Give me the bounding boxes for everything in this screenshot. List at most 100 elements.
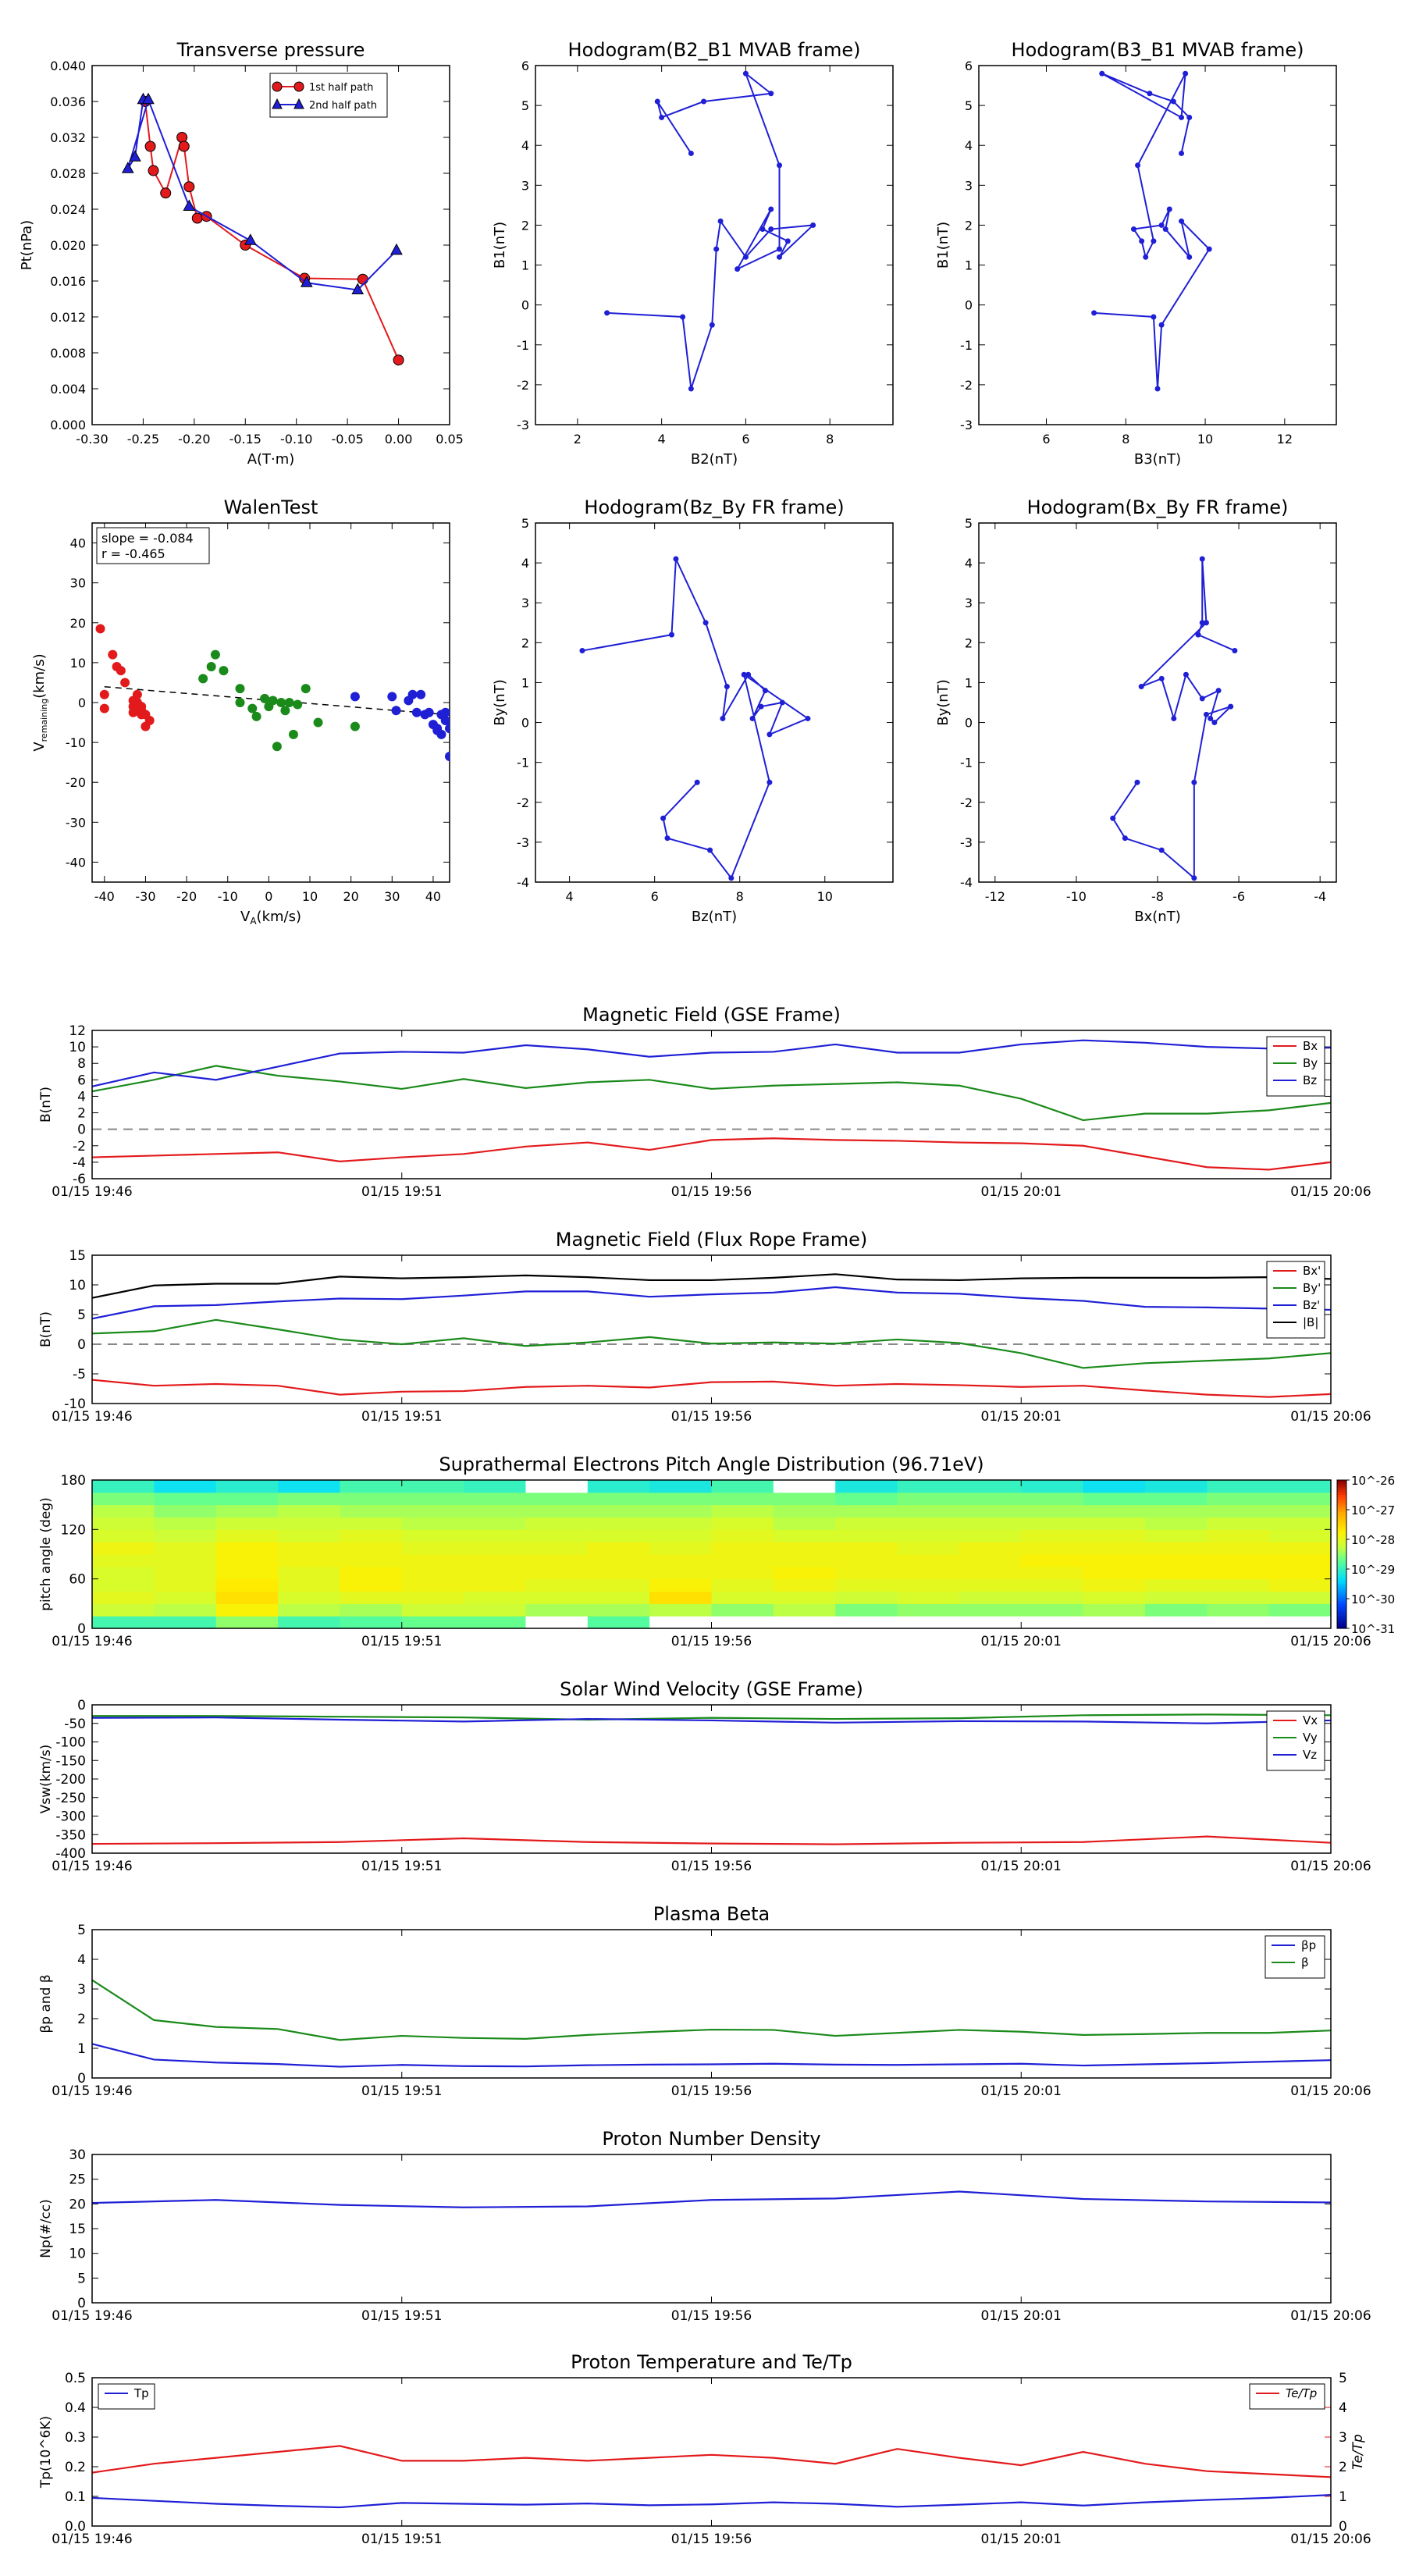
data-point — [759, 226, 766, 233]
heatmap-cell — [92, 1554, 155, 1567]
heatmap-cell — [773, 1578, 836, 1592]
y-tick-label: -1 — [517, 756, 529, 770]
plot-frame — [91, 1704, 1332, 1854]
heatmap-cell — [587, 1578, 650, 1592]
y-tick-label: 60 — [69, 1572, 86, 1588]
y-tick-label: 10 — [69, 1278, 86, 1293]
heatmap-cell — [1021, 1480, 1084, 1493]
heatmap-cell — [1207, 1517, 1270, 1530]
data-point — [424, 707, 434, 717]
x-tick-label: -6 — [1232, 889, 1245, 904]
y-tick-label: 2 — [965, 218, 973, 233]
legend-marker — [272, 81, 283, 92]
legend-label: Bx' — [1303, 1264, 1321, 1278]
y-tick-label: 10 — [70, 656, 86, 671]
colorbar-segment — [1337, 1566, 1346, 1570]
heatmap-cell — [773, 1566, 836, 1580]
data-point — [1138, 684, 1144, 690]
data-point — [762, 688, 768, 694]
heatmap-cell — [835, 1578, 898, 1592]
data-point — [758, 703, 764, 710]
x-tick-label: -0.10 — [280, 432, 312, 447]
heatmap-cell — [959, 1591, 1022, 1604]
data-point — [1158, 675, 1165, 681]
heatmap-cell — [587, 1616, 650, 1629]
data-point — [1110, 815, 1116, 821]
chart-transverse-pressure: Transverse pressure -0.30 -0.25 -0.20 -0.15 -… — [19, 39, 464, 468]
chart-proton-number-density: Proton Number Density 01/15 19:46 01/15 19… — [38, 2128, 1371, 2324]
data-point — [1162, 226, 1168, 233]
data-point — [1228, 703, 1234, 710]
data-point — [742, 70, 749, 76]
y-tick-label: 2 — [77, 1106, 86, 1122]
y-tick-label: 1 — [521, 258, 529, 273]
heatmap-cell — [1021, 1566, 1084, 1580]
y-tick-label: 0.024 — [50, 202, 86, 217]
heatmap-cell — [711, 1542, 774, 1555]
series-line-Bx — [91, 1137, 1332, 1171]
y-tick-label: 5 — [521, 516, 529, 531]
heatmap-cell — [835, 1504, 898, 1517]
heatmap-cell — [1268, 1529, 1332, 1542]
heatmap-cell — [587, 1517, 650, 1530]
colorbar-segment — [1337, 1625, 1346, 1629]
plot-frame — [91, 1254, 1332, 1404]
heatmap-cell — [835, 1616, 898, 1629]
time-tick-label: 01/15 19:51 — [361, 2308, 442, 2324]
y-tick-label: 0 — [965, 298, 973, 313]
data-point — [668, 632, 674, 638]
heatmap-cell — [154, 1517, 217, 1530]
data-point — [1154, 386, 1161, 392]
heatmap-cell — [464, 1504, 526, 1517]
time-tick-label: 01/15 19:56 — [671, 2308, 752, 2324]
heatmap-cell — [340, 1591, 403, 1604]
series-line-Te/Tp — [91, 2445, 1332, 2478]
hodogram-path — [1094, 73, 1211, 390]
heatmap-cell — [464, 1554, 526, 1567]
y-tick-label: -4 — [960, 875, 973, 890]
data-point — [810, 222, 816, 228]
y-tick-label: -5 — [73, 1367, 86, 1382]
colorbar-segment — [1337, 1532, 1346, 1535]
heatmap-cell — [587, 1591, 650, 1604]
x-tick-label: 8 — [1122, 432, 1129, 447]
data-point — [206, 662, 216, 671]
heatmap-cell — [525, 1566, 589, 1580]
heatmap-cell — [1268, 1554, 1332, 1567]
y-tick-label: 1 — [77, 2041, 86, 2057]
heatmap-cell — [525, 1529, 589, 1542]
heatmap-cell — [1207, 1566, 1270, 1580]
heatmap-cell — [92, 1566, 155, 1580]
data-point — [659, 114, 665, 120]
data-point — [219, 666, 229, 676]
heatmap-cell — [835, 1517, 898, 1530]
heatmap-cell — [1144, 1492, 1208, 1506]
data-point — [654, 98, 660, 105]
colorbar-segment — [1337, 1536, 1346, 1540]
heatmap-cell — [401, 1492, 464, 1506]
heatmap-cell — [92, 1529, 155, 1542]
y-axis-label: Pt(nPa) — [19, 220, 35, 270]
data-point — [724, 684, 730, 690]
y-tick-label: -250 — [55, 1791, 86, 1806]
colorbar-tick-label: 10^-27 — [1351, 1503, 1395, 1517]
y-tick-label: -1 — [960, 756, 973, 770]
heatmap-cell — [649, 1616, 712, 1629]
heatmap-cell — [1268, 1591, 1332, 1604]
heatmap-cell — [1144, 1542, 1208, 1555]
heatmap-cell — [401, 1480, 464, 1493]
heatmap-cell — [1144, 1529, 1208, 1542]
y-tick-label: 1 — [521, 675, 529, 690]
x-tick-label: -40 — [94, 889, 115, 904]
heatmap-cell — [401, 1542, 464, 1555]
y-tick-label: 2 — [965, 635, 973, 650]
heatmap-cell — [1083, 1492, 1146, 1506]
colorbar-tick-label: 10^-26 — [1351, 1474, 1395, 1488]
data-point — [741, 671, 747, 678]
heatmap-cell — [649, 1578, 712, 1592]
time-tick-label: 01/15 20:01 — [981, 1634, 1062, 1649]
data-point — [1151, 238, 1157, 244]
series-line-β — [91, 1979, 1332, 2041]
legend-box — [98, 2383, 155, 2410]
heatmap-cell — [401, 1504, 464, 1517]
